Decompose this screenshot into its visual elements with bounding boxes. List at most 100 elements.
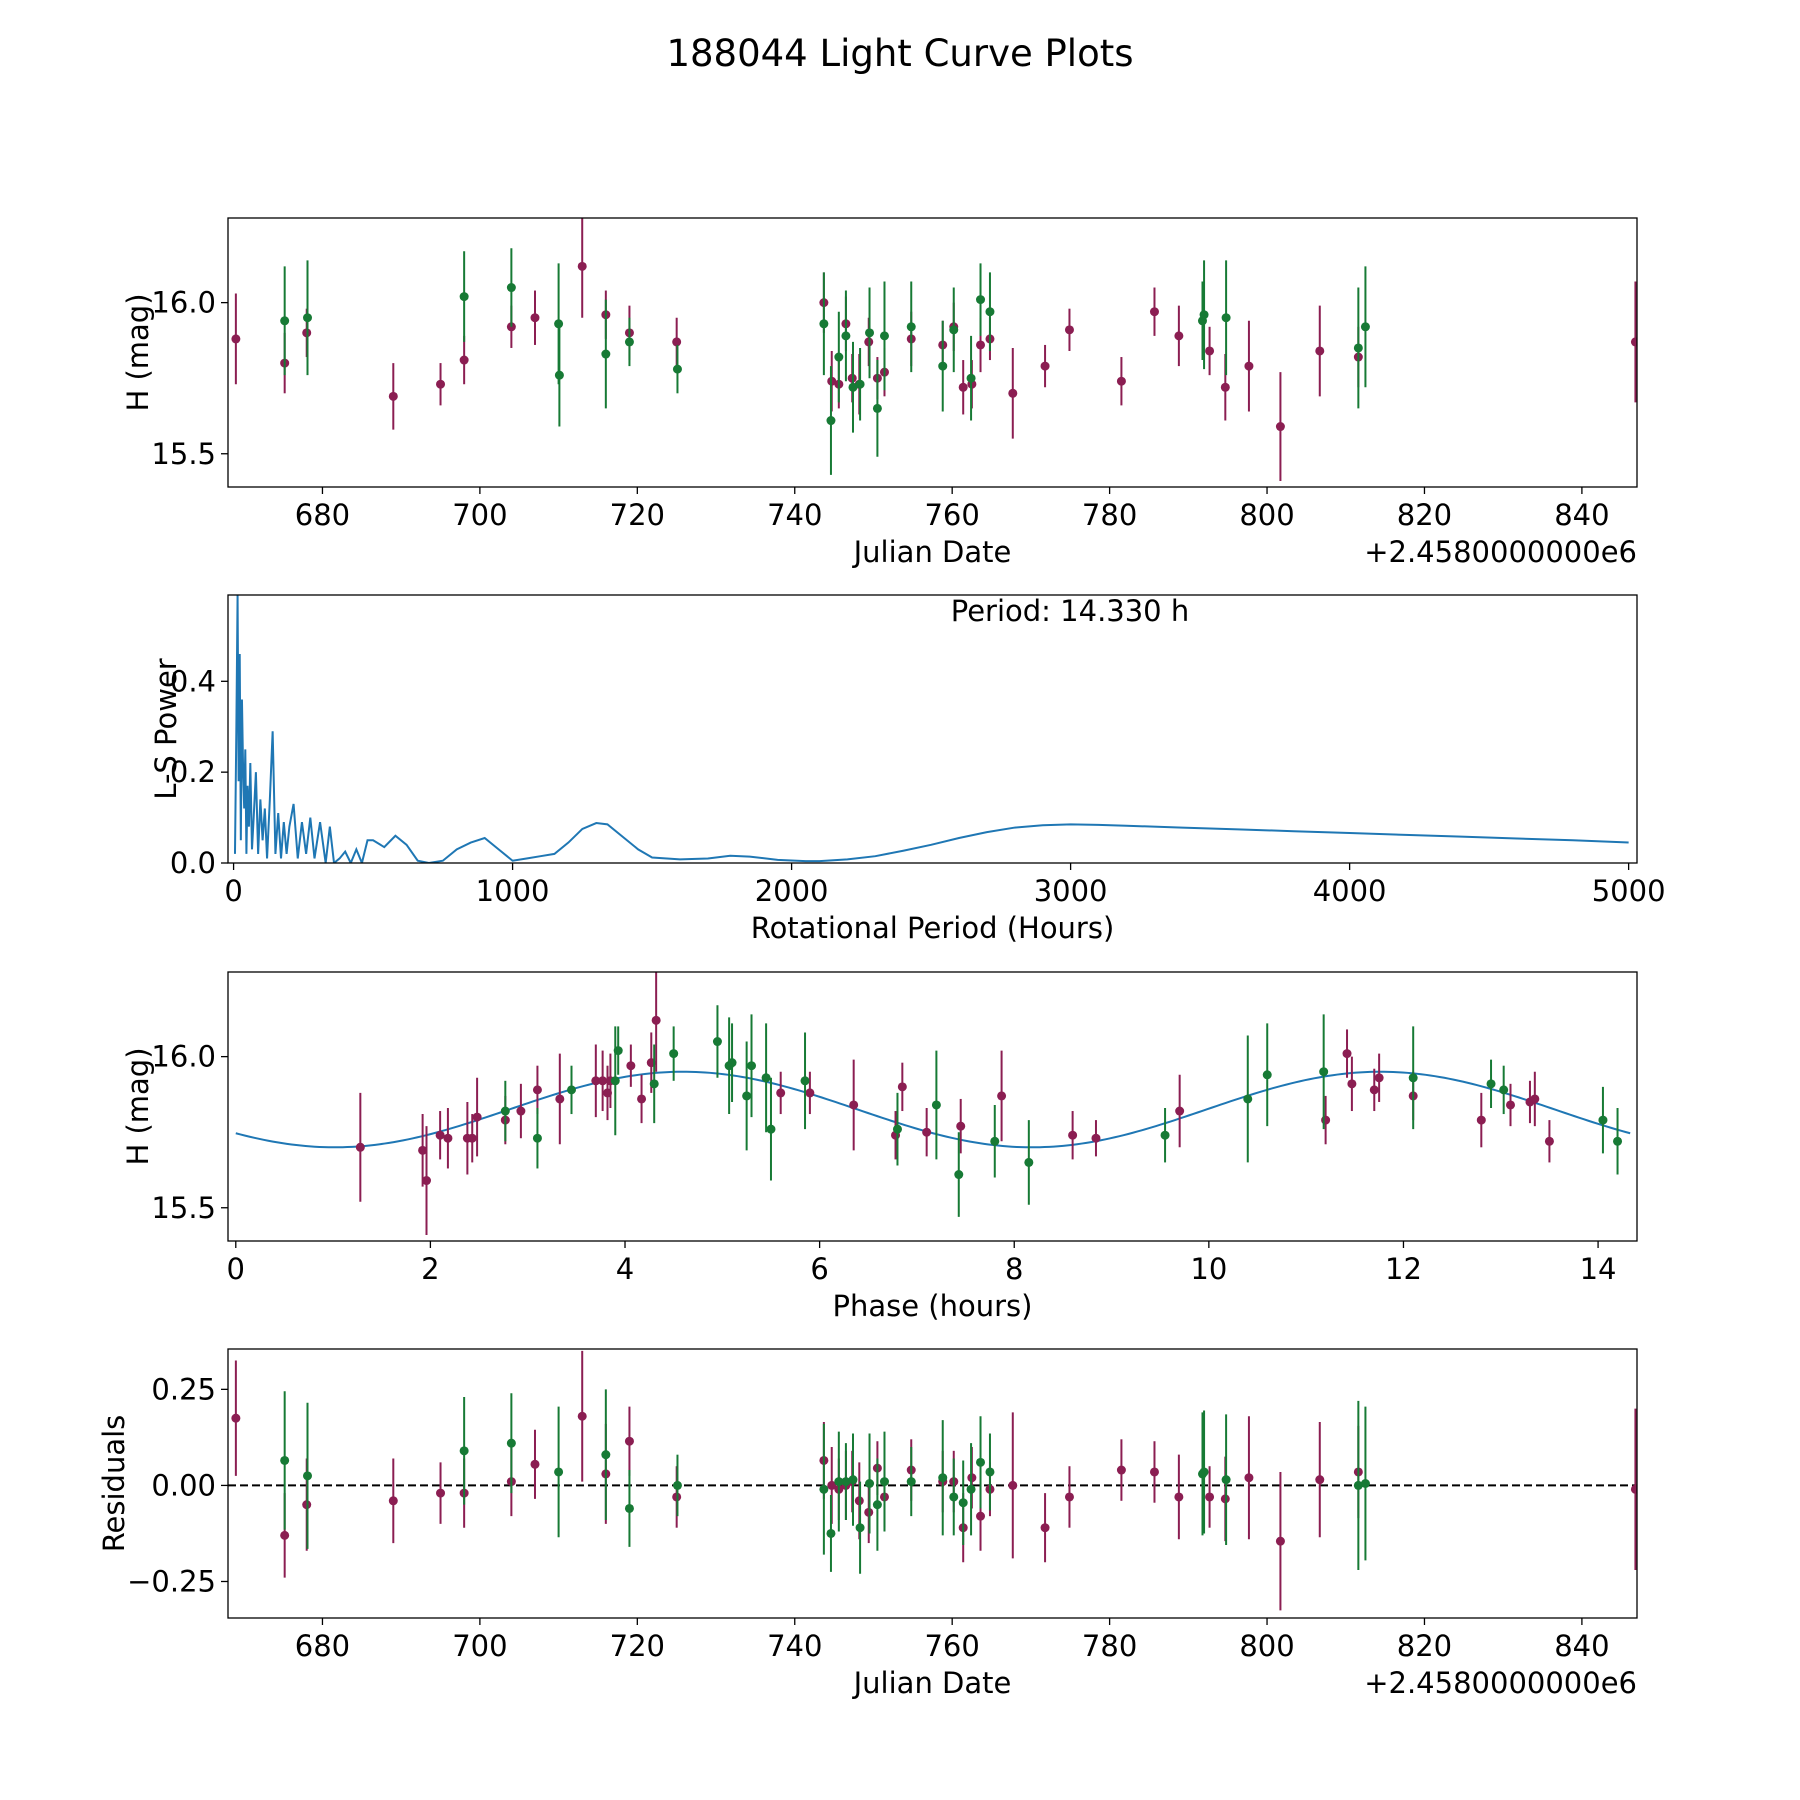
red-band-point [443,1133,453,1143]
periodogram-data-layer [233,595,1629,863]
red-band-point [1630,1484,1637,1494]
red-band-point [672,337,682,347]
y-axis-label: L-S Power [149,658,183,799]
red-band-point [467,1133,477,1143]
green-band-point [834,352,844,362]
green-band-point [976,295,986,305]
red-band-point [1342,1049,1352,1059]
green-band-point [280,316,290,326]
green-band-point [1353,1480,1363,1490]
red-band-point [1149,307,1159,317]
residuals-panel: 680 700 720 740 760 780 800 820 840 −0.25 0.00 0.25… [97,1348,1638,1700]
x-axis-label: Julian Date [852,535,1012,569]
red-band-point [1506,1100,1516,1110]
green-band-point [506,283,516,293]
red-band-point [422,1176,432,1186]
red-band-point [530,1459,540,1469]
figure-title: 188044 Light Curve Plots [666,32,1133,75]
red-band-point [997,1091,1007,1101]
red-band-point [1175,1106,1185,1116]
red-band-point [1374,1073,1384,1083]
green-band-point [506,1438,516,1448]
red-band-point [231,1413,241,1423]
green-band-point [601,349,611,359]
red-band-point [598,1076,608,1086]
green-band-point [610,1076,620,1086]
x-tick-label: 780 [1082,498,1137,532]
red-band-point [637,1094,647,1104]
red-band-point [388,1496,398,1506]
red-band-point [1630,337,1637,347]
y-axis-label: Residuals [97,1415,131,1553]
y-tick-label: −0.25 [127,1564,216,1598]
y-axis-label: H (mag) [121,1047,155,1165]
x-tick-label: 2000 [755,874,829,908]
x-tick-label: 14 [1580,1252,1617,1286]
red-band-point [1064,1492,1074,1502]
x-tick-label: 800 [1239,1629,1294,1663]
red-band-point [1275,422,1285,432]
red-band-point [1064,325,1074,335]
red-band-point [1369,1085,1379,1095]
red-band-point [1205,1492,1215,1502]
green-band-point [672,1480,682,1490]
green-band-point [841,331,851,341]
red-band-point [472,1112,482,1122]
red-band-point [577,1411,587,1421]
x-tick-label: 780 [1082,1629,1137,1663]
x-tick-label: 4 [616,1252,634,1286]
green-band-point [500,1106,510,1116]
green-band-point [1221,313,1231,323]
green-band-point [938,361,948,371]
y-axis-label: H (mag) [121,293,155,411]
red-band-point [388,391,398,401]
y-tick-label: 16.0 [151,1040,216,1074]
green-band-point [958,1498,968,1508]
x-tick-label: 720 [610,1629,665,1663]
green-band-point [906,1477,916,1487]
green-band-point [766,1124,776,1134]
x-tick-label: 760 [924,498,979,532]
green-band-point [1262,1070,1272,1080]
green-band-point [892,1124,902,1134]
red-band-point [776,1088,786,1098]
red-band-point [1116,376,1126,386]
green-band-point [949,325,959,335]
green-band-point [879,331,889,341]
red-band-point [1544,1136,1554,1146]
green-band-point [566,1085,576,1095]
green-band-point [1353,343,1363,353]
red-band-point [532,1085,542,1095]
y-tick-label: 16.0 [151,286,216,320]
red-band-point [897,1082,907,1092]
red-band-point [280,1530,290,1540]
red-band-point [976,340,986,350]
green-band-point [990,1136,1000,1146]
green-band-point [931,1100,941,1110]
green-band-point [1613,1136,1623,1146]
green-band-point [1024,1157,1034,1167]
green-band-point [826,1528,836,1538]
x-tick-label: 5000 [1592,874,1666,908]
periodogram-panel: 0 1000 2000 3000 4000 5000 0.0 0.2 0.4 Rotational… [149,594,1666,945]
axes-frame [227,1348,1638,1619]
green-band-point [649,1079,659,1089]
red-band-point [976,1511,986,1521]
red-band-point [1174,1492,1184,1502]
green-band-point [800,1076,810,1086]
x-tick-label: 12 [1385,1252,1422,1286]
x-tick-label: 720 [610,498,665,532]
red-band-point [1476,1115,1486,1125]
red-band-point [626,1061,636,1071]
green-band-point [1199,1467,1209,1477]
green-band-point [1199,310,1209,320]
red-band-point [1321,1115,1331,1125]
green-band-point [841,1477,851,1487]
axes-frame [227,594,1638,864]
x-tick-label: 840 [1554,498,1609,532]
red-band-point [1205,346,1215,356]
axes-frame [227,217,1638,488]
x-tick-label: 10 [1190,1252,1227,1286]
residuals-data-layer [228,1350,1637,1611]
green-band-point [1160,1130,1170,1140]
